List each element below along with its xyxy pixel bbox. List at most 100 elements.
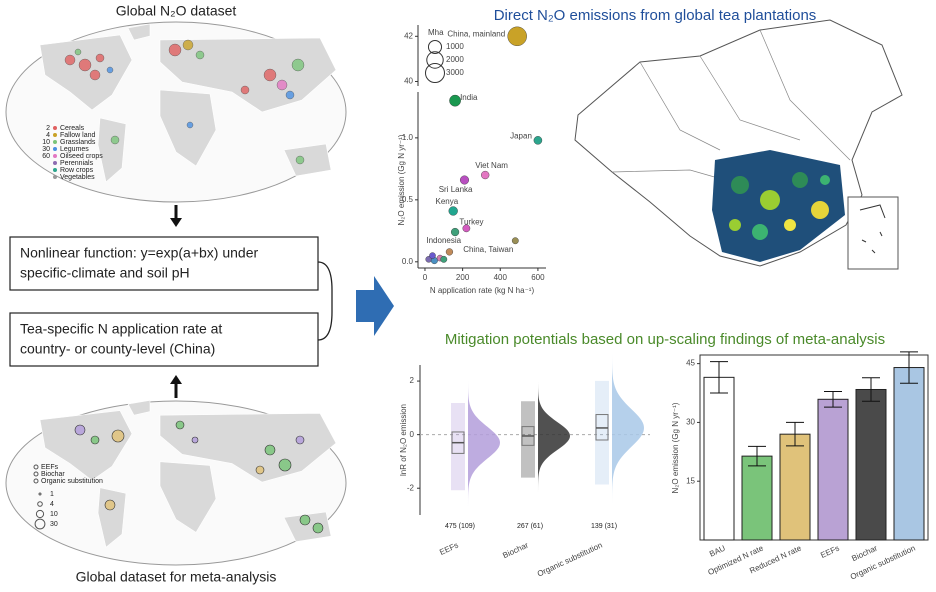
point-label: Sri Lanka [439,185,473,194]
size-legend-label: 1000 [446,42,464,51]
box-text: Tea-specific N application rate at [20,321,222,337]
scatter-point [533,136,543,145]
map-title: Global N₂O dataset [116,3,237,19]
size-legend-circle [427,39,443,55]
x-tick-label: 400 [494,273,508,282]
legend-size-circle [37,501,43,507]
y-tick-label: 1.0 [402,133,414,142]
bar [893,367,925,541]
scatter-point [481,170,490,180]
y-tick-label: 30 [686,418,695,427]
box-text: specific-climate and soil pH [20,265,190,281]
point-label: Indonesia [426,236,461,245]
y-tick-label: 0.5 [402,195,414,204]
legend-label: Row crops [60,167,94,174]
x-tick-label: Organic substitution [849,544,917,582]
scatter-point [459,175,470,185]
legend-label: Biochar [41,471,65,478]
legend-swatch [33,471,39,477]
size-legend-label: 2000 [446,55,464,64]
legend-size: 30 [50,521,58,528]
scatter-point [450,227,460,237]
point-label: China, mainland [447,29,505,38]
scatter-point [449,94,461,107]
section-title: Mitigation potentials based on up-scalin… [445,331,885,348]
legend-size: 2 [46,125,50,132]
text-box [9,312,319,367]
y-tick-label: 42 [404,31,413,40]
bar [741,455,773,541]
legend-swatch [33,478,39,484]
half-violin [612,352,644,504]
bar [703,376,735,541]
box-text: country- or county-level (China) [20,341,215,357]
x-axis-label: N application rate (kg N ha⁻¹) [430,286,535,295]
text-box [9,236,319,291]
legend-size: 4 [50,501,54,508]
legend-swatch [53,154,57,158]
box-text: Nonlinear function: y=exp(a+bx) under [20,245,258,261]
legend-size: 1 [50,491,54,498]
point-label: Japan [510,131,532,140]
legend-size: 60 [42,153,50,160]
n-label: 267 (61) [517,523,543,530]
y-tick-label: -2 [407,483,415,492]
x-tick-label: 200 [456,273,470,282]
legend-label: Grasslands [60,139,96,146]
x-tick-label: 600 [531,273,545,282]
legend-swatch [53,140,57,144]
china-map [574,19,903,270]
scatter-point [462,224,471,233]
legend-label: Legumes [60,146,89,153]
legend-swatch [53,126,57,130]
bar [779,433,811,541]
size-legend-label: 3000 [446,68,464,77]
legend-label: Cereals [60,125,85,132]
size-legend-circle [426,51,444,69]
y-tick-label: 40 [404,77,413,86]
legend-label: EEFs [41,464,59,471]
legend-swatch [53,175,57,179]
y-axis-label: lnR of N₂O emission [399,404,408,476]
legend-swatch [53,133,57,137]
legend-swatch [53,168,57,172]
scatter-point [445,248,454,256]
legend-size-circle [35,509,45,519]
legend-size: 4 [46,132,50,139]
y-tick-label: 2 [410,376,415,385]
scatter-point [440,255,448,263]
scatter-point [429,252,436,259]
legend-label: Oilseed crops [60,153,103,160]
x-tick-label: Organic substitution [536,541,604,579]
flow-arrow [356,276,394,336]
legend-size: 30 [42,146,50,153]
y-tick-label: 0.0 [402,257,414,266]
point-label: Turkey [459,217,483,226]
scatter-point [507,26,527,46]
legend-swatch [53,147,57,151]
scatter-point [448,206,458,216]
bar [817,398,849,541]
point-label: Kenya [436,197,459,206]
n-label: 475 (109) [445,523,475,530]
y-tick-label: 15 [686,476,695,485]
x-tick-label: BAU [708,543,727,558]
scatter-point [511,237,519,245]
y-tick-label: 45 [686,359,695,368]
legend-label: Vegetables [60,174,95,181]
x-tick-label: Biochar [850,543,879,563]
x-tick-label: EEFs [819,544,841,560]
map-title: Global dataset for meta-analysis [76,569,277,585]
y-axis-label: N₂O emission (Gg N yr⁻¹) [397,134,406,225]
bar [855,388,887,541]
legend-label: Organic substitution [41,478,103,485]
x-tick-label: Biochar [501,540,530,560]
size-legend-title: Mha [428,28,444,37]
legend-swatch [53,161,57,165]
legend-size: 10 [50,511,58,518]
legend-label: Fallow land [60,132,96,139]
x-tick-label: EEFs [438,541,460,557]
y-axis-label: N₂O emission (Gg N yr⁻¹) [671,402,680,493]
n-label: 139 (31) [591,523,617,530]
size-legend-circle [425,63,445,83]
